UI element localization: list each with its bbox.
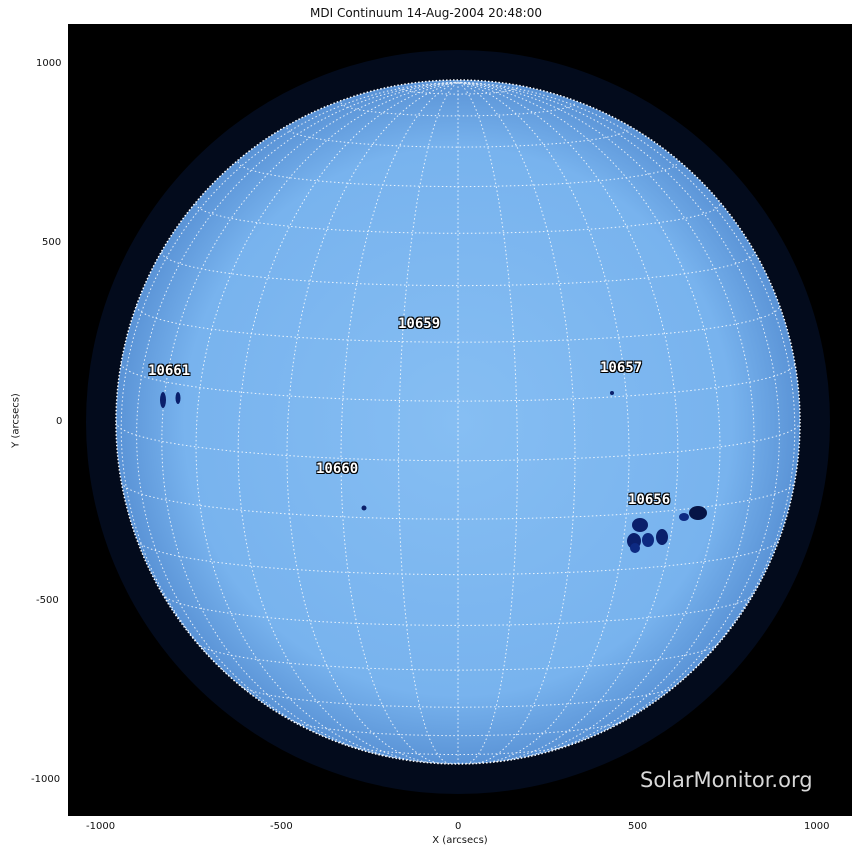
grid-line [195,81,459,761]
y-tick: -500 [36,595,59,606]
ar-label-10656: 10656 [628,492,671,508]
grid-line [340,102,576,117]
y-tick: 1000 [36,58,62,69]
grid-line [347,745,569,756]
y-tick: 500 [42,237,62,248]
heliographic-grid [116,81,800,764]
grid-line [457,81,721,761]
grid-line [120,81,459,708]
ar-label-10659: 10659 [398,316,441,332]
grid-line [457,81,780,747]
grid-line [136,81,459,747]
ar-label-10660: 10660 [316,461,359,477]
grid-line [457,81,755,757]
x-tick: 500 [628,821,648,832]
x-axis-label: X (arcsecs) [432,835,488,846]
grid-line [240,685,676,708]
x-tick: -500 [270,821,293,832]
watermark: SolarMonitor.org [640,768,813,792]
x-tick: 1000 [804,821,830,832]
grid-line [286,81,459,764]
grid-line [161,81,459,757]
sunspot-group-10661 [160,392,181,408]
solar-disk [116,80,800,764]
y-tick: 0 [56,416,63,427]
ar-label-10661: 10661 [148,363,191,379]
grid-line [340,81,459,764]
x-tick: 0 [455,821,462,832]
limb-outline [115,79,801,765]
grid-line [457,81,576,764]
x-tick: -1000 [86,821,116,832]
plot-title: MDI Continuum 14-Aug-2004 20:48:00 [310,6,542,20]
grid-line [457,81,630,764]
grid-line [457,81,796,708]
sunspot-group-10657 [610,391,614,395]
sunspot-group-10660 [361,505,367,511]
y-axis-label: Y (arcsecs) [10,393,22,448]
grid-line [457,81,679,763]
ar-label-10657: 10657 [600,360,643,376]
sunspot-group-10656 [627,506,707,553]
y-tick: -1000 [31,774,61,785]
grid-line [237,81,459,763]
grid-line [116,421,800,462]
